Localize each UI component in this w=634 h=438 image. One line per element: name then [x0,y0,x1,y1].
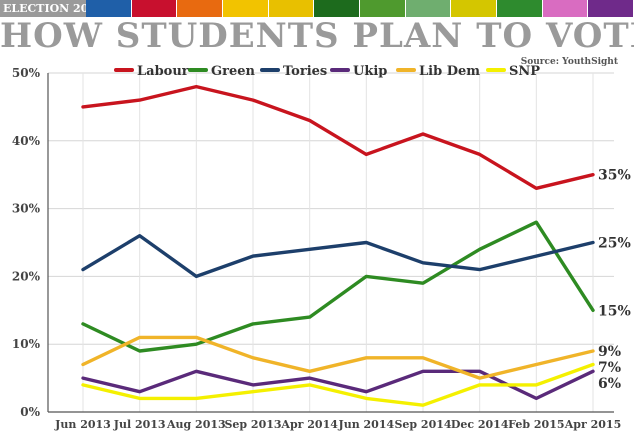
party-color-swatch [177,0,223,17]
y-tick-label: 0% [20,405,40,419]
legend-label-ukip: Ukip [353,64,387,79]
chart-title: HOW STUDENTS PLAN TO VOTE [0,16,634,56]
party-color-swatch [131,0,177,17]
series-line-snp [81,362,595,407]
party-color-swatch [497,0,542,17]
x-tick-label: Sep 2013 [224,418,281,431]
end-label-snp: 7% [598,360,621,376]
election-banner: ELECTION 2015 [0,0,634,17]
x-tick-label: Apr 2015 [564,418,621,431]
party-color-swatch [86,0,131,17]
x-tick-label: Aug 2013 [166,418,226,431]
x-tick-label: Jul 2013 [113,418,166,431]
legend-label-lib-dem: Lib Dem [419,64,480,79]
end-label-labour: 35% [598,168,631,184]
party-color-swatch [314,0,360,17]
party-color-strip [86,0,634,17]
legend-label-green: Green [211,64,255,79]
series-line-lib-dem [81,335,595,380]
x-tick-label: Sep 2014 [394,418,451,431]
y-tick-label: 30% [12,202,41,216]
x-tick-label: Jun 2013 [54,418,111,431]
x-tick-label: Dec 2014 [451,418,509,431]
legend-label-labour: Labour [137,64,189,79]
x-tick-label: Apr 2014 [280,418,338,431]
y-tick-label: 10% [12,337,41,351]
party-color-swatch [405,0,451,17]
legend-label-tories: Tories [283,64,327,79]
party-color-swatch [542,0,588,17]
banner-label: ELECTION 2015 [0,0,104,17]
y-tick-label: 20% [12,269,41,283]
series-line-labour [81,84,595,191]
y-tick-label: 50% [12,66,41,80]
party-color-swatch [223,0,268,17]
party-color-swatch [268,0,314,17]
end-label-tories: 25% [598,236,631,252]
series-line-tories [81,233,595,279]
x-tick-label: Jun 2014 [338,418,395,431]
end-label-green: 15% [598,303,631,319]
x-tick-label: Feb 2015 [508,418,564,431]
party-color-swatch [588,0,634,17]
series-line-green [81,220,595,353]
source-note: Source: YouthSight [520,57,618,67]
party-color-swatch [451,0,497,17]
end-label-ukip: 6% [598,376,621,392]
legend-label-snp: SNP [509,64,540,79]
end-label-lib-dem: 9% [598,344,621,360]
party-color-swatch [360,0,405,17]
y-tick-label: 40% [12,134,41,148]
